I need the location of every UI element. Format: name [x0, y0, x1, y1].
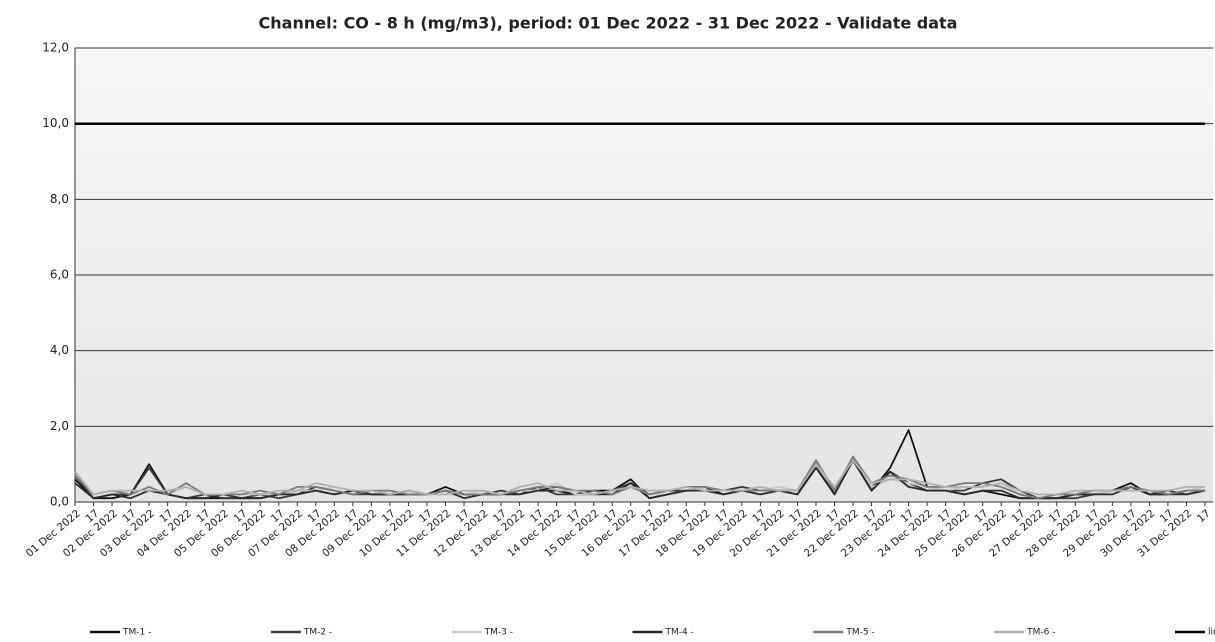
- legend-label: TM-1 -: [122, 628, 151, 638]
- y-tick-label: 0,0: [50, 495, 69, 509]
- legend-label: TM-2 -: [303, 628, 332, 638]
- y-tick-label: 4,0: [50, 343, 69, 357]
- legend-label: TM-4 -: [665, 628, 694, 638]
- series-line: [74, 455, 1205, 500]
- y-tick-label: 12,0: [42, 41, 69, 55]
- y-tick-label: 10,0: [42, 116, 69, 130]
- x-tick-label: 17: [1195, 507, 1213, 525]
- legend-label: TM-3 -: [484, 628, 513, 638]
- chart-title: Channel: CO - 8 h (mg/m3), period: 01 De…: [259, 14, 958, 33]
- legend-label: limit value: [1208, 628, 1215, 638]
- series-line: [74, 459, 1205, 496]
- y-tick-label: 8,0: [50, 192, 69, 206]
- y-tick-label: 2,0: [50, 419, 69, 433]
- legend-label: TM-5 -: [845, 628, 874, 638]
- y-tick-label: 6,0: [50, 268, 69, 282]
- legend-label: TM-6 -: [1026, 628, 1055, 638]
